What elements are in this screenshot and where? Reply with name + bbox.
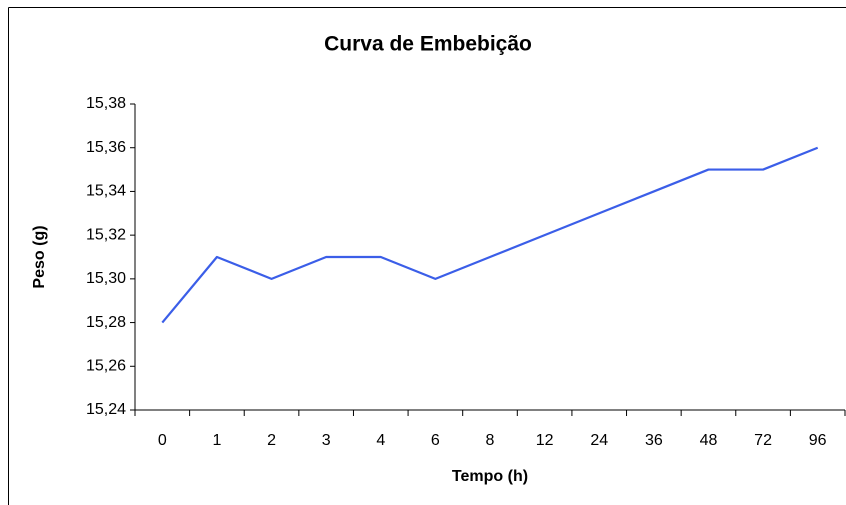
- y-tick-label: 15,38: [86, 95, 126, 112]
- x-tick-label: 4: [376, 432, 385, 449]
- x-tick-label: 6: [431, 432, 440, 449]
- data-line: [161, 146, 819, 324]
- x-tick-label: 0: [158, 432, 167, 449]
- y-axis-label: Peso (g): [31, 225, 48, 288]
- y-tick-label: 15,30: [86, 270, 126, 287]
- chart-title: Curva de Embebição: [324, 33, 532, 56]
- y-tick-label: 15,32: [86, 226, 126, 243]
- x-axis-label: Tempo (h): [452, 468, 528, 485]
- x-tick-label: 48: [700, 432, 718, 449]
- y-tick-label: 15,34: [86, 183, 126, 200]
- x-tick-label: 1: [212, 432, 221, 449]
- x-tick-label: 2: [267, 432, 276, 449]
- y-tick-label: 15,26: [86, 358, 126, 375]
- x-tick-label: 96: [809, 432, 827, 449]
- x-tick-label: 24: [590, 432, 608, 449]
- x-tick-label: 12: [536, 432, 554, 449]
- y-tick-label: 15,36: [86, 139, 126, 156]
- x-tick-label: 8: [486, 432, 495, 449]
- x-tick-label: 3: [322, 432, 331, 449]
- y-tick-label: 15,28: [86, 314, 126, 331]
- x-tick-label: 36: [645, 432, 663, 449]
- y-tick-label: 15,24: [86, 401, 126, 418]
- x-tick-label: 72: [754, 432, 772, 449]
